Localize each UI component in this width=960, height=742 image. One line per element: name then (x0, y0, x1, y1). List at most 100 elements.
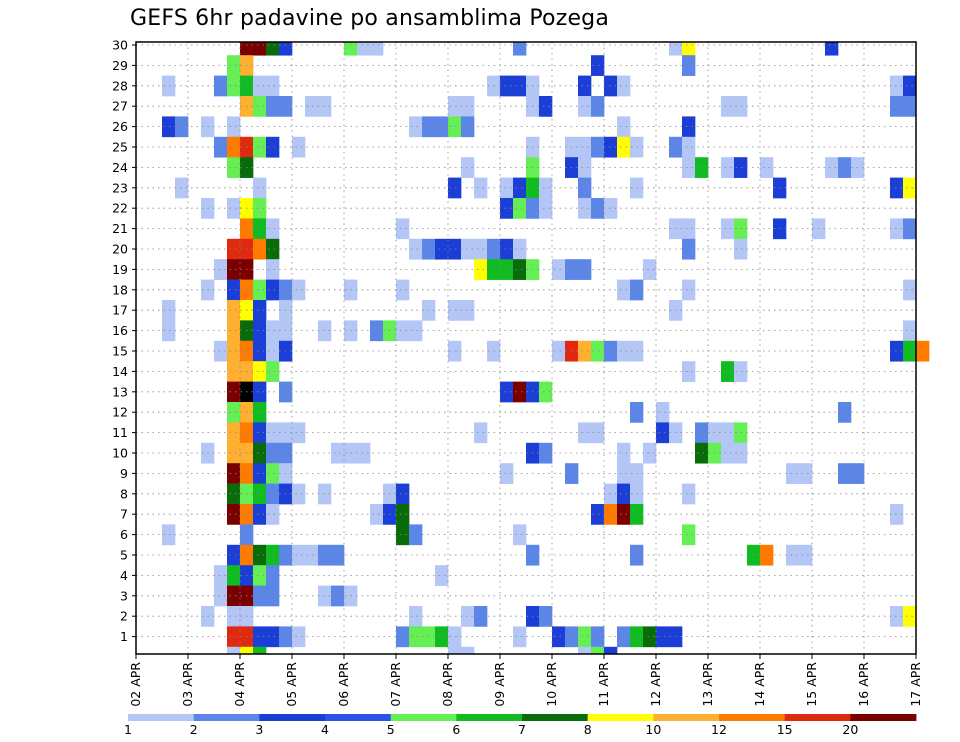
heatmap-cell (604, 646, 618, 655)
y-tick-label: 11 (112, 425, 128, 440)
heatmap-cell (552, 340, 566, 362)
heatmap-cell (760, 157, 774, 178)
heatmap-cell (396, 504, 410, 525)
y-tick-label: 12 (112, 405, 128, 420)
heatmap-cell (591, 96, 605, 117)
x-tick-label: 17 APR (908, 662, 923, 707)
heatmap-cell (591, 626, 605, 648)
heatmap-cell (513, 524, 527, 546)
heatmap-cell (890, 177, 904, 199)
heatmap-cell (279, 42, 293, 56)
heatmap-cell (513, 381, 527, 403)
heatmap-cell (253, 402, 267, 423)
heatmap-cell (253, 279, 267, 301)
heatmap-cell (253, 96, 267, 117)
heatmap-cell (266, 320, 280, 342)
heatmap-cell (214, 136, 228, 158)
heatmap-cell (903, 606, 917, 627)
heatmap-cell (461, 238, 475, 260)
y-tick-label: 13 (112, 384, 128, 399)
heatmap-cell (175, 177, 189, 199)
heatmap-cell (578, 157, 592, 178)
heatmap-cell (474, 177, 488, 199)
heatmap-cell (435, 565, 449, 586)
heatmap-cell (266, 96, 280, 117)
colorbar-swatch (390, 714, 457, 721)
heatmap-cell (227, 422, 241, 444)
heatmap-cell (539, 96, 553, 117)
heatmap-cell (253, 483, 267, 505)
heatmap-cell (799, 463, 813, 484)
x-tick-label: 10 APR (544, 662, 559, 707)
colorbar-label: 5 (387, 722, 395, 737)
heatmap-cell (331, 442, 345, 464)
heatmap-cell (253, 361, 267, 382)
heatmap-cell (890, 606, 904, 627)
heatmap-cell (253, 565, 267, 586)
heatmap-cell (721, 218, 735, 240)
heatmap-cell (318, 320, 332, 342)
heatmap-cell (513, 238, 527, 260)
heatmap-cell (682, 55, 696, 76)
heatmap-cell (318, 544, 332, 566)
heatmap-cell (266, 442, 280, 464)
heatmap-cell (513, 626, 527, 648)
x-tick-label: 14 APR (752, 662, 767, 707)
heatmap-cell (253, 340, 267, 362)
heatmap-cell (721, 442, 735, 464)
heatmap-cell (448, 300, 462, 321)
heatmap-cell (734, 442, 748, 464)
heatmap-cell (734, 96, 748, 117)
heatmap-cell (253, 320, 267, 342)
heatmap-cell (838, 402, 852, 423)
y-tick-label: 28 (112, 78, 128, 93)
heatmap-cell (292, 626, 306, 648)
colorbar-label: 1 (124, 722, 132, 737)
colorbar-label: 20 (842, 722, 858, 737)
heatmap-cell (513, 198, 527, 219)
heatmap-cell (253, 381, 267, 403)
heatmap-cell (474, 259, 488, 280)
heatmap-cell (461, 646, 475, 655)
heatmap-cell (591, 136, 605, 158)
heatmap-cell (539, 442, 553, 464)
heatmap-cell (682, 524, 696, 546)
heatmap-cell (903, 320, 917, 342)
y-tick-label: 8 (120, 486, 128, 501)
heatmap-cell (253, 463, 267, 484)
heatmap-cell (227, 136, 241, 158)
heatmap-cell (682, 116, 696, 138)
heatmap-cell (500, 198, 514, 219)
heatmap-cell (617, 483, 631, 505)
y-tick-label: 10 (112, 446, 128, 461)
heatmap-cell (253, 177, 267, 199)
heatmap-cell (162, 75, 176, 97)
heatmap-cell (656, 626, 670, 648)
heatmap-cell (643, 442, 657, 464)
heatmap-cell (227, 606, 241, 627)
heatmap-cell (409, 524, 423, 546)
heatmap-cell (409, 606, 423, 627)
heatmap-cell (721, 157, 735, 178)
heatmap-cell (305, 96, 319, 117)
heatmap-cell (578, 422, 592, 444)
colorbar-label: 4 (321, 722, 329, 737)
y-tick-label: 3 (120, 588, 128, 603)
heatmap-cell (266, 463, 280, 484)
heatmap-cell (318, 483, 332, 505)
heatmap-cell (253, 442, 267, 464)
heatmap-cell (162, 320, 176, 342)
heatmap-cell (578, 340, 592, 362)
y-tick-label: 7 (120, 507, 128, 522)
heatmap-cell (838, 157, 852, 178)
heatmap-cell (591, 504, 605, 525)
heatmap-cell (266, 585, 280, 607)
y-tick-label: 19 (112, 262, 128, 277)
heatmap-cell (500, 463, 514, 484)
heatmap-cell (461, 606, 475, 627)
y-tick-label: 20 (112, 242, 128, 257)
heatmap-cell (903, 96, 917, 117)
x-tick-label: 04 APR (232, 662, 247, 707)
colorbar-swatch (325, 714, 392, 721)
heatmap-cell (357, 442, 371, 464)
